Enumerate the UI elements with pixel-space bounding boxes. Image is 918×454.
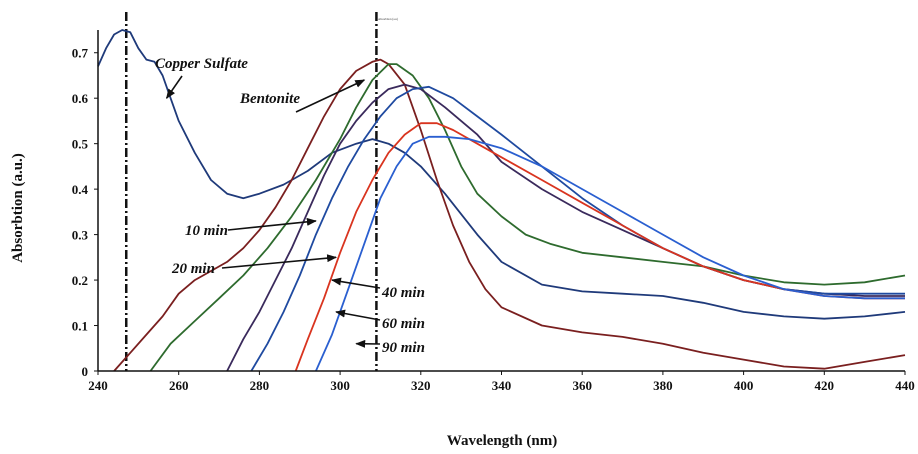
tiny-header: Absorbtion (a.u) [378,17,398,21]
series-line-20-min [226,83,905,372]
annotations: Copper Sulfate Bentonite 10 min 20 min 40 mi… [155,56,425,356]
series-layer [97,29,906,372]
y-tick-label-0-2: 0.2 [72,273,88,288]
annotation-arrow-10-min [227,217,317,231]
annotation-arrow-60-min [335,309,381,321]
series-line-60-min [294,122,905,372]
x-tick-label-360: 360 [572,378,592,393]
x-ticks: 240 260 280 300 320 340 360 380 400 420 440 [88,371,915,393]
y-tick-label-0: 0 [82,364,89,379]
annotation-label-10-min: 10 min [185,223,228,239]
annotation-label-copper-sulfate: Copper Sulfate [155,56,248,72]
x-tick-label-340: 340 [492,378,512,393]
y-tick-label-0-4: 0.4 [72,182,89,197]
x-tick-label-240: 240 [88,378,108,393]
annotation-label-60-min: 60 min [382,316,425,332]
series-line-bentonite [113,58,906,372]
annotation-label-40-min: 40 min [381,285,425,301]
annotation-label-90-min: 90 min [382,340,425,356]
y-axis-label: Absorbtion (a.u.) [10,153,26,263]
x-tick-label-380: 380 [653,378,673,393]
annotation-arrow-40-min [331,277,381,289]
annotation-arrow-bentonite [295,79,366,113]
x-tick-label-260: 260 [169,378,189,393]
x-tick-label-400: 400 [734,378,754,393]
series-line-90-min [315,135,905,372]
series-line-copper-sulfate [97,29,906,320]
annotation-arrow-copper-sulfate [165,75,183,100]
x-tick-label-300: 300 [330,378,350,393]
y-tick-label-0-1: 0.1 [72,319,88,334]
annotation-label-20-min: 20 min [171,261,215,277]
y-ticks: 0 0.1 0.2 0.3 0.4 0.5 0.6 0.7 [72,46,98,379]
annotation-arrow-20-min [221,254,338,269]
y-tick-label-0-6: 0.6 [72,91,89,106]
x-axis-label: Wavelength (nm) [447,433,557,449]
x-tick-label-280: 280 [250,378,270,393]
y-tick-label-0-3: 0.3 [72,228,89,243]
axes [97,30,905,372]
annotation-label-bentonite: Bentonite [239,91,300,107]
x-tick-label-420: 420 [815,378,835,393]
x-tick-label-320: 320 [411,378,431,393]
y-tick-label-0-7: 0.7 [72,46,89,61]
reference-lines [124,12,378,371]
series-line-10-min [149,63,906,372]
y-tick-label-0-5: 0.5 [72,137,89,152]
x-tick-label-440: 440 [895,378,915,393]
